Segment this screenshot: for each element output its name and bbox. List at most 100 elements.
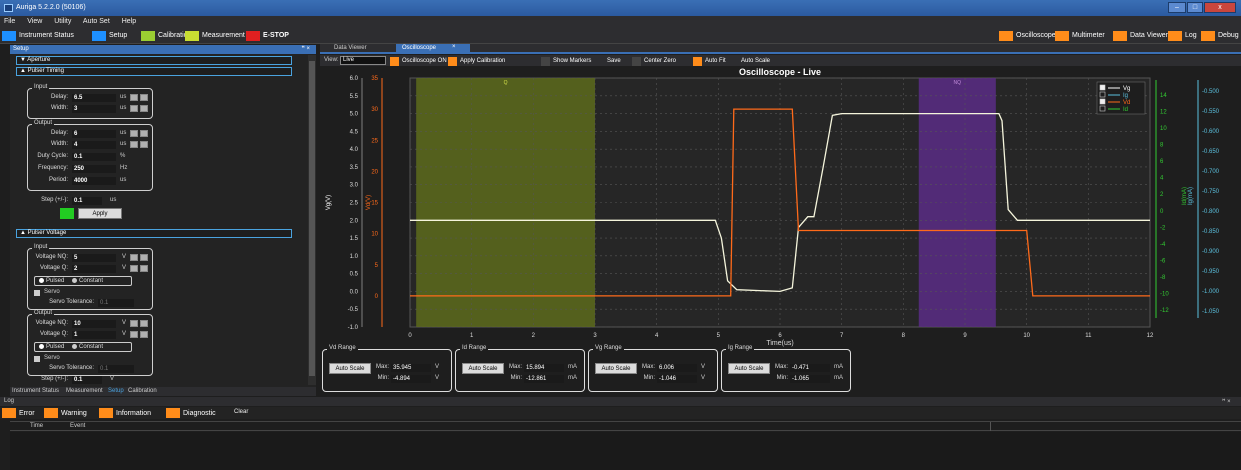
constant-radio[interactable]: Constant bbox=[72, 278, 103, 284]
voltage-step-field[interactable]: 0.1 bbox=[72, 376, 102, 384]
log-view-button[interactable]: Log bbox=[1168, 31, 1197, 41]
input-servo-tolerance-field[interactable]: 0.1 bbox=[98, 299, 134, 307]
vd-auto-scale-button[interactable]: Auto Scale bbox=[329, 363, 371, 374]
close-button[interactable]: x bbox=[1204, 2, 1236, 13]
save-button[interactable]: Save bbox=[607, 58, 621, 64]
minus-icon[interactable] bbox=[130, 320, 138, 327]
information-filter-button[interactable]: Information bbox=[99, 408, 151, 418]
show-markers-button[interactable]: Show Markers bbox=[541, 56, 591, 66]
data-viewer-view-button[interactable]: Data Viewer bbox=[1113, 31, 1168, 41]
oscilloscope-view-button[interactable]: Oscilloscope bbox=[999, 31, 1056, 41]
constant-radio[interactable]: Constant bbox=[72, 344, 103, 350]
view-select[interactable]: Live bbox=[340, 56, 386, 65]
plus-icon[interactable] bbox=[140, 141, 148, 148]
maximize-button[interactable]: □ bbox=[1187, 2, 1203, 13]
vg-max-field[interactable]: 6.006 bbox=[657, 364, 697, 372]
minus-icon[interactable] bbox=[130, 331, 138, 338]
menu-auto-set[interactable]: Auto Set bbox=[82, 18, 110, 25]
tab-setup[interactable]: Setup bbox=[108, 388, 124, 394]
tab-instrument-status[interactable]: Instrument Status bbox=[12, 388, 60, 394]
warning-filter-button[interactable]: Warning bbox=[44, 408, 87, 418]
setup-button[interactable]: Setup bbox=[92, 31, 127, 41]
error-filter-button[interactable]: Error bbox=[2, 408, 35, 418]
measurement-button[interactable]: Measurement bbox=[185, 31, 245, 41]
clear-log-button[interactable]: Clear bbox=[234, 409, 249, 415]
menu-view[interactable]: View bbox=[27, 18, 43, 25]
auto-fit-button[interactable]: Auto Fit bbox=[693, 56, 726, 66]
oscilloscope-on-button[interactable]: Oscilloscope ON bbox=[390, 56, 447, 66]
minus-icon[interactable] bbox=[130, 130, 138, 137]
output-width-field[interactable]: 4 bbox=[72, 141, 116, 149]
plus-icon[interactable] bbox=[140, 94, 148, 101]
input-voltage-q-field[interactable]: 2 bbox=[72, 265, 116, 273]
setup-panel-pin-close-icon[interactable]: ꟸ × bbox=[301, 46, 310, 52]
vd-max-field[interactable]: 35.945 bbox=[391, 364, 431, 372]
pulsed-radio[interactable]: Pulsed bbox=[39, 278, 64, 284]
minus-icon[interactable] bbox=[130, 265, 138, 272]
output-voltage-q-field[interactable]: 1 bbox=[72, 331, 116, 339]
output-pulse-mode: Pulsed Constant bbox=[34, 342, 132, 352]
output-servo-tolerance-field[interactable]: 0.1 bbox=[98, 365, 134, 373]
duty-cycle-field[interactable]: 0.1 bbox=[72, 153, 116, 161]
input-voltage-nq-field[interactable]: 5 bbox=[72, 254, 116, 262]
debug-view-button[interactable]: Debug bbox=[1201, 31, 1239, 41]
tab-oscilloscope[interactable]: Oscilloscope × bbox=[396, 44, 470, 53]
diagnostic-filter-button[interactable]: Diagnostic bbox=[166, 408, 216, 418]
tab-data-viewer[interactable]: Data Viewer bbox=[334, 45, 367, 51]
information-icon bbox=[99, 408, 113, 418]
plus-icon[interactable] bbox=[140, 265, 148, 272]
ig-auto-scale-button[interactable]: Auto Scale bbox=[728, 363, 770, 374]
id-auto-scale-button[interactable]: Auto Scale bbox=[462, 363, 504, 374]
input-width-field[interactable]: 3 bbox=[72, 105, 116, 113]
pulsed-radio[interactable]: Pulsed bbox=[39, 344, 64, 350]
plus-icon[interactable] bbox=[140, 105, 148, 112]
minimize-button[interactable]: – bbox=[1168, 2, 1186, 13]
multimeter-view-button[interactable]: Multimeter bbox=[1055, 31, 1105, 41]
vd-tick-label: 5 bbox=[375, 263, 379, 269]
apply-button[interactable]: Apply bbox=[78, 208, 122, 219]
estop-button[interactable]: E-STOP bbox=[246, 31, 289, 41]
id-max-field[interactable]: 15.894 bbox=[524, 364, 564, 372]
vg-auto-scale-button[interactable]: Auto Scale bbox=[595, 363, 637, 374]
ig-max-field[interactable]: -0.471 bbox=[790, 364, 830, 372]
minus-icon[interactable] bbox=[130, 254, 138, 261]
center-zero-button[interactable]: Center Zero bbox=[632, 56, 676, 66]
output-servo-checkbox[interactable] bbox=[34, 356, 40, 362]
auto-scale-button[interactable]: Auto Scale bbox=[741, 58, 771, 64]
vg-min-field[interactable]: -1.046 bbox=[657, 375, 697, 383]
instrument-status-button[interactable]: Instrument Status bbox=[2, 31, 74, 41]
plus-icon[interactable] bbox=[140, 320, 148, 327]
plus-icon[interactable] bbox=[140, 331, 148, 338]
plus-icon[interactable] bbox=[140, 130, 148, 137]
ig-tick-label: -0.750 bbox=[1202, 189, 1220, 195]
minus-icon[interactable] bbox=[130, 94, 138, 101]
timing-step-field[interactable]: 0.1 bbox=[72, 197, 102, 205]
minus-icon[interactable] bbox=[130, 141, 138, 148]
input-servo-checkbox[interactable] bbox=[34, 290, 40, 296]
pulser-timing-expander[interactable]: ▲ Pulser Timing bbox=[16, 67, 292, 76]
menu-utility[interactable]: Utility bbox=[54, 18, 72, 25]
log-pin-close-icon[interactable]: ꟸ × bbox=[1222, 399, 1231, 405]
input-delay-field[interactable]: 6.5 bbox=[72, 94, 116, 102]
period-field[interactable]: 4000 bbox=[72, 177, 116, 185]
ig-min-field[interactable]: -1.065 bbox=[790, 375, 830, 383]
menu-help[interactable]: Help bbox=[121, 18, 137, 25]
id-min-field[interactable]: -12.861 bbox=[524, 375, 564, 383]
setup-scrollbar[interactable] bbox=[308, 55, 316, 385]
vg-tick-label: 0.5 bbox=[350, 272, 359, 278]
plus-icon[interactable] bbox=[140, 254, 148, 261]
minus-icon[interactable] bbox=[130, 105, 138, 112]
close-tab-icon[interactable]: × bbox=[452, 44, 456, 50]
menu-file[interactable]: File bbox=[4, 18, 16, 25]
output-voltage-nq-field[interactable]: 10 bbox=[72, 320, 116, 328]
tab-measurement[interactable]: Measurement bbox=[66, 388, 103, 394]
calibration-button[interactable]: Calibration bbox=[141, 31, 191, 41]
tab-calibration[interactable]: Calibration bbox=[128, 388, 157, 394]
aperture-expander[interactable]: ▼ Aperture bbox=[16, 56, 292, 65]
pulser-voltage-expander[interactable]: ▲ Pulser Voltage bbox=[16, 229, 292, 238]
apply-calibration-button[interactable]: Apply Calibration bbox=[448, 56, 505, 66]
frequency-field[interactable]: 250 bbox=[72, 165, 116, 173]
vd-min-field[interactable]: -4.894 bbox=[391, 375, 431, 383]
output-delay-field[interactable]: 6 bbox=[72, 130, 116, 138]
